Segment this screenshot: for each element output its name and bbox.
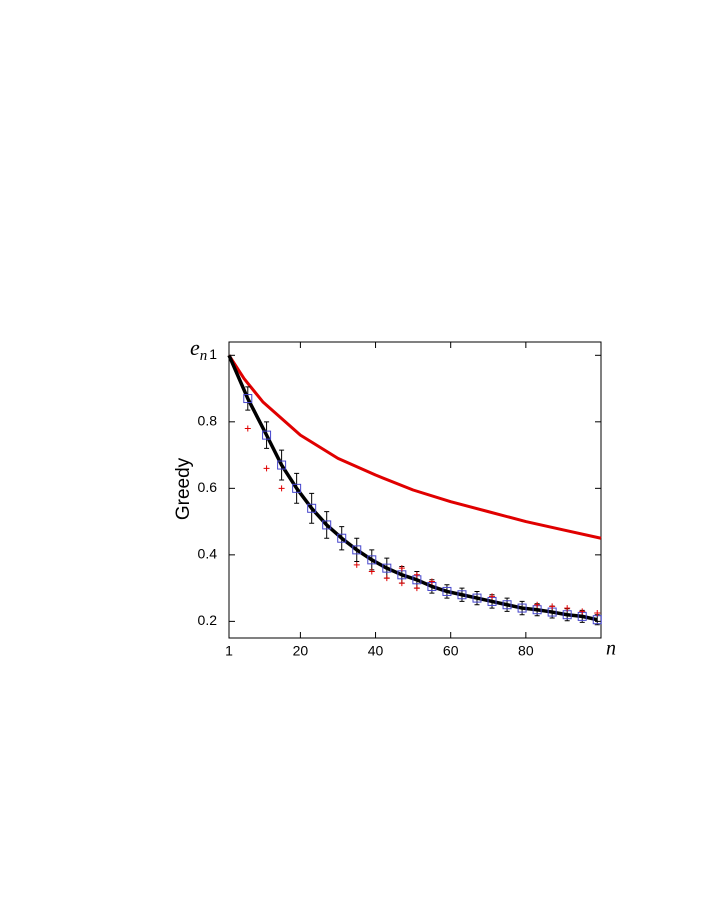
y-symbol: en xyxy=(190,335,207,364)
square-marker xyxy=(517,603,527,613)
x-tick-label: 1 xyxy=(225,643,233,659)
y-tick-label: 0.2 xyxy=(198,612,218,628)
error-bar xyxy=(279,449,285,481)
x-tick-label: 20 xyxy=(293,643,309,659)
plot-frame xyxy=(228,341,602,639)
plus-marker xyxy=(278,485,285,492)
error-bar xyxy=(339,526,345,551)
error-bar xyxy=(294,472,300,504)
square-marker xyxy=(243,394,253,404)
plus-marker xyxy=(353,561,360,568)
square-marker xyxy=(262,430,272,440)
error-bar xyxy=(354,537,360,563)
square-marker xyxy=(442,586,452,596)
square-marker xyxy=(457,590,467,600)
square-marker xyxy=(382,563,392,573)
y-symbol-sub: n xyxy=(200,348,208,364)
y-tick-label: 0.6 xyxy=(198,479,218,495)
square-marker xyxy=(352,545,362,555)
x-tick-label: 40 xyxy=(368,643,384,659)
plus-marker xyxy=(398,565,405,572)
square-marker xyxy=(502,600,512,610)
line xyxy=(227,354,602,540)
plus-marker xyxy=(413,585,420,592)
plus-marker xyxy=(564,605,571,612)
square-marker xyxy=(472,593,482,603)
plus-marker xyxy=(549,603,556,610)
plus-marker xyxy=(534,601,541,608)
plus-marker xyxy=(579,608,586,615)
plus-marker xyxy=(489,593,496,600)
plus-marker xyxy=(398,580,405,587)
plus-marker xyxy=(594,610,601,617)
square-marker xyxy=(307,503,317,513)
plus-marker xyxy=(244,425,251,432)
plus-marker xyxy=(263,465,270,472)
plus-marker xyxy=(428,578,435,585)
x-tick-label: 80 xyxy=(518,643,534,659)
square-marker xyxy=(292,483,302,493)
y-symbol-base: e xyxy=(190,335,200,360)
x-axis-label: n xyxy=(606,638,616,660)
plus-marker xyxy=(383,575,390,582)
x-tick-label: 60 xyxy=(443,643,459,659)
square-marker xyxy=(322,520,332,530)
square-marker xyxy=(337,533,347,543)
plus-marker xyxy=(368,568,375,575)
error-bar xyxy=(245,386,251,411)
y-tick-label: 0.8 xyxy=(198,413,218,429)
error-bar xyxy=(264,421,270,449)
square-marker xyxy=(367,555,377,565)
y-tick-label: 1 xyxy=(209,346,217,362)
y-axis-label: Greedy xyxy=(173,457,194,520)
error-bar xyxy=(324,511,330,539)
error-bar xyxy=(309,492,315,524)
square-marker xyxy=(277,460,287,470)
plus-marker xyxy=(413,571,420,578)
y-tick-label: 0.4 xyxy=(198,546,218,562)
